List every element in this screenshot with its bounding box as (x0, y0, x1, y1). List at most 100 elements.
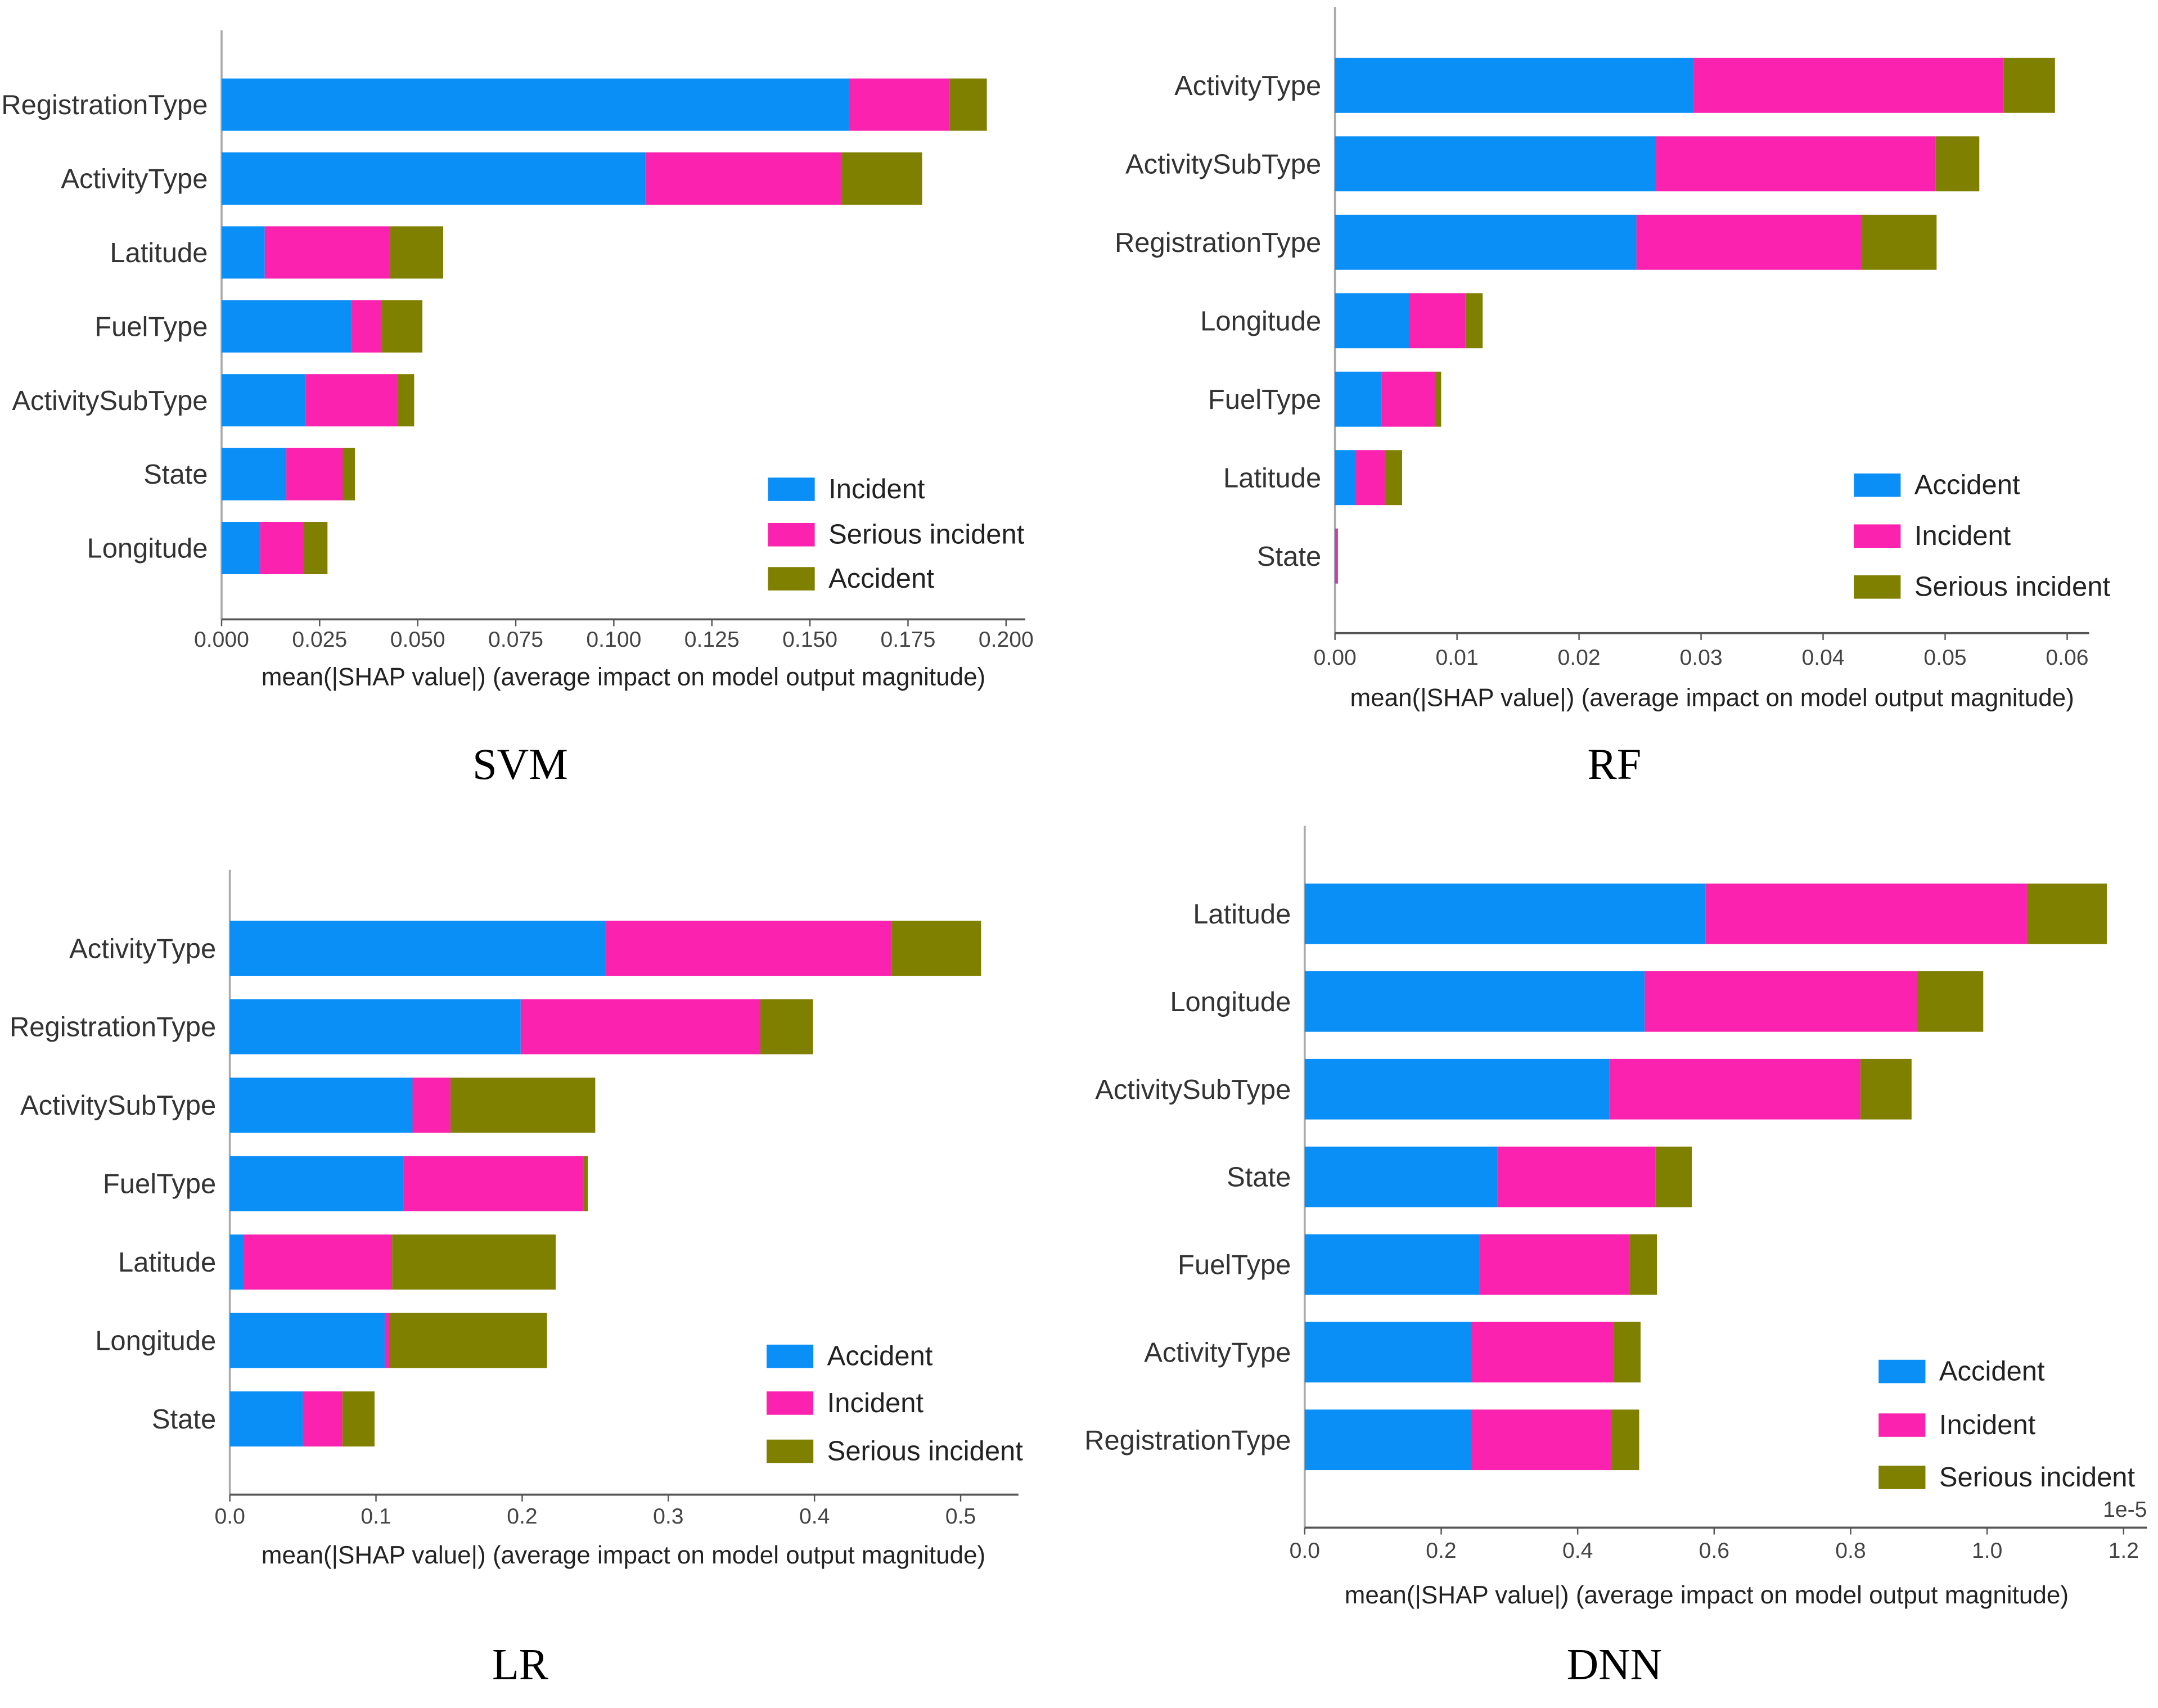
bar-segment-incident (221, 522, 260, 575)
bar-segment-incident (221, 152, 646, 205)
x-tick-label: 0.000 (194, 628, 249, 652)
bar-segment-accident (229, 921, 606, 976)
bar-segment-serious-incident (264, 226, 390, 279)
legend-swatch (767, 1344, 814, 1368)
y-tick-label: ActivitySubType (1095, 1075, 1291, 1105)
bar-segment-incident (605, 921, 892, 976)
bar-segment-accident (1304, 1146, 1498, 1207)
x-tick-label: 0.4 (799, 1504, 830, 1529)
bar-segment-accident (1335, 136, 1656, 192)
bar-segment-incident (1355, 450, 1385, 506)
bar-segment-serious-incident (351, 300, 381, 353)
x-tick-label: 0.100 (586, 628, 641, 652)
bar-segment-incident (385, 1313, 389, 1368)
legend-label: Incident (1939, 1410, 2036, 1440)
bar-segment-accident (1335, 57, 1694, 113)
bar-segment-serious-incident (389, 1313, 547, 1368)
legend-swatch (768, 567, 815, 591)
bar-segment-serious-incident (760, 999, 813, 1054)
x-axis-label: mean(|SHAP value|) (average impact on mo… (1345, 1581, 2069, 1609)
bar-segment-incident (412, 1078, 451, 1133)
y-tick-label: Latitude (118, 1247, 216, 1278)
bar-segment-accident (1335, 528, 1336, 584)
bar-segment-incident (221, 226, 265, 279)
bar-segment-serious-incident (1655, 1146, 1692, 1207)
bar-segment-accident (1304, 971, 1645, 1032)
bar-segment-accident (398, 374, 415, 427)
bar-segment-accident (1335, 214, 1637, 270)
bar-segment-incident (1497, 1146, 1656, 1207)
bar-segment-serious-incident (1860, 1058, 1912, 1120)
x-axis-label: mean(|SHAP value|) (average impact on mo… (1350, 684, 2074, 711)
chart-dnn: Latitude Longitude ActivitySubType State Fue… (1084, 826, 2147, 1689)
y-tick-label: ActivityType (1144, 1337, 1291, 1368)
legend-label: Serious incident (1939, 1462, 2136, 1493)
bar-segment-serious-incident (1917, 971, 1984, 1032)
bar-segment-incident (1693, 57, 2004, 113)
x-tick-label: 0.04 (1801, 646, 1844, 670)
bar-segment-accident (1304, 1409, 1471, 1471)
x-tick-label: 0.1 (361, 1504, 391, 1529)
bar-segment-serious-incident (891, 921, 981, 976)
bar-segment-serious-incident (260, 522, 304, 575)
x-tick-label: 0.0 (214, 1504, 245, 1529)
bar-segment-accident (1304, 1058, 1610, 1120)
x-tick-label: 0.4 (1562, 1539, 1593, 1563)
bar-segment-serious-incident (286, 448, 343, 501)
bar-segment-accident (381, 300, 423, 353)
x-tick-label: 1.0 (1972, 1539, 2002, 1563)
bar-segment-serious-incident (305, 374, 398, 427)
x-axis-label: mean(|SHAP value|) (average impact on mo… (262, 1542, 985, 1569)
bar-segment-serious-incident (2026, 884, 2107, 944)
legend-swatch (767, 1439, 814, 1463)
x-tick-label: 0.8 (1835, 1539, 1866, 1563)
bar-segment-incident (403, 1156, 584, 1211)
x-tick-label: 0.06 (2046, 646, 2088, 670)
x-tick-label: 0.175 (880, 628, 935, 652)
legend-label: Accident (828, 564, 934, 594)
x-tick-label: 0.200 (979, 628, 1034, 652)
bar-segment-accident (390, 226, 444, 279)
bar-segment-accident (841, 152, 922, 205)
axis-scale-note: 1e-5 (2103, 1498, 2147, 1522)
y-tick-label: Latitude (1223, 463, 1321, 493)
bar-segment-accident (1335, 371, 1382, 427)
legend-swatch (1854, 524, 1901, 548)
legend-swatch (1854, 473, 1901, 497)
bar-segment-accident (1304, 1322, 1471, 1383)
chart-title: LR (492, 1640, 549, 1689)
x-tick-label: 0.3 (653, 1504, 683, 1529)
y-tick-label: ActivityType (1174, 71, 1321, 101)
bar-segment-serious-incident (1629, 1234, 1657, 1295)
bar-segment-serious-incident (450, 1078, 596, 1133)
legend: Accident Incident Serious incident (1878, 1357, 2136, 1493)
bar-segment-incident (303, 1391, 343, 1446)
y-tick-label: Longitude (95, 1326, 216, 1357)
y-tick-label: FuelType (103, 1169, 216, 1200)
x-tick-label: 0.5 (945, 1504, 976, 1529)
bar-segment-accident (304, 522, 328, 575)
x-tick-label: 0.02 (1558, 646, 1601, 670)
legend-swatch (768, 477, 815, 501)
bar-segment-accident (1335, 293, 1410, 349)
y-tick-label: Latitude (110, 238, 208, 268)
y-tick-label: RegistrationType (1115, 228, 1321, 258)
y-tick-label: Longitude (87, 534, 208, 564)
y-tick-label: ActivityType (61, 164, 208, 195)
chart-title: RF (1588, 740, 1642, 788)
bar-segment-incident (1409, 293, 1466, 349)
x-tick-label: 0.0 (1290, 1539, 1320, 1563)
bar-segment-serious-incident (1612, 1409, 1639, 1471)
legend-label: Accident (1939, 1357, 2045, 1387)
bar-segment-accident (1304, 1234, 1480, 1295)
bar-segment-serious-incident (1613, 1322, 1641, 1383)
y-tick-label: ActivitySubType (20, 1090, 216, 1121)
y-tick-label: RegistrationType (1, 90, 208, 120)
bar-segment-accident (343, 448, 355, 501)
y-tick-label: ActivitySubType (12, 386, 208, 416)
x-tick-label: 0.075 (488, 628, 543, 652)
x-tick-label: 0.2 (1426, 1539, 1456, 1563)
x-tick-label: 0.05 (1923, 646, 1966, 670)
y-tick-label: FuelType (94, 312, 208, 342)
